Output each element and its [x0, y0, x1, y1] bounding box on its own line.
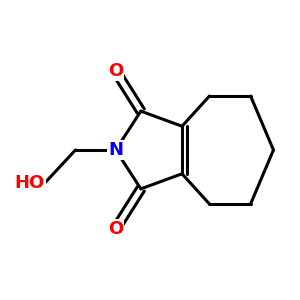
Text: O: O	[108, 62, 123, 80]
Text: O: O	[108, 220, 123, 238]
Text: HO: HO	[15, 174, 45, 192]
Text: N: N	[108, 141, 123, 159]
